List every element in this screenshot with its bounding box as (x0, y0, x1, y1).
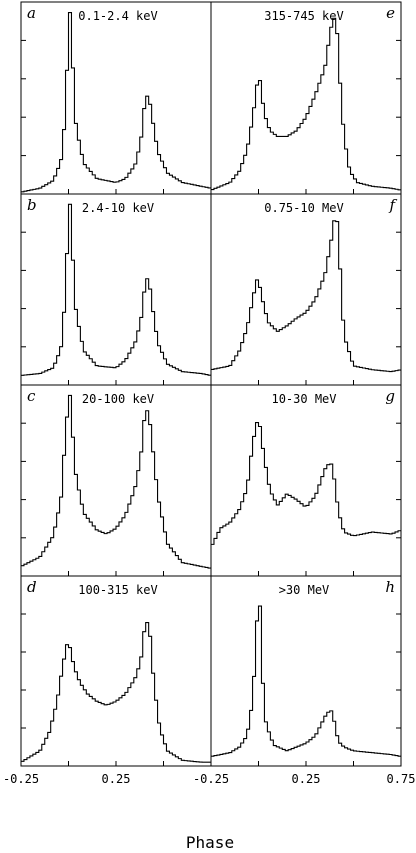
energy-range-label: 100-315 keV (78, 583, 157, 597)
panels-group: a 0.1-2.4 keV b 2.4-10 keV c 20-100 keV d 100-3… (20, 1, 402, 767)
light-curve-series-g (211, 421, 401, 545)
x-tick-label: 0.25 (292, 772, 321, 786)
light-curve-series-a (21, 12, 211, 193)
energy-range-label: 315-745 keV (264, 9, 343, 23)
x-axis-ticks: -0.25 0.25 -0.25 0.25 0.75 (3, 772, 416, 786)
panel-letter-label: e (386, 4, 395, 22)
panel-letter-label: c (27, 387, 36, 405)
panel-letter-label: f (388, 196, 397, 214)
panel-g: g 10-30 MeV (210, 384, 402, 577)
energy-range-label: 10-30 MeV (271, 392, 336, 406)
light-curve-series-f (211, 220, 401, 373)
panel-b: b 2.4-10 keV (20, 193, 212, 386)
x-tick-label: 0.25 (102, 772, 131, 786)
panel-frame (20, 575, 212, 767)
panel-letter-label: a (27, 4, 36, 22)
panel-frame (210, 1, 402, 195)
energy-range-label: 20-100 keV (82, 392, 154, 406)
panel-frame (20, 384, 212, 577)
x-tick-label: -0.25 (3, 772, 39, 786)
panel-f: f 0.75-10 MeV (210, 193, 402, 386)
light-curve-series-b (21, 203, 211, 376)
panel-d: d 100-315 keV (20, 575, 212, 767)
panel-letter-label: g (385, 387, 395, 405)
energy-range-label: 0.1-2.4 keV (78, 9, 157, 23)
energy-range-label: >30 MeV (279, 583, 330, 597)
x-axis-title: Phase (186, 833, 234, 849)
energy-range-label: 2.4-10 keV (82, 201, 154, 215)
panel-h: h >30 MeV (210, 575, 402, 767)
panel-frame (210, 193, 402, 386)
light-curve-series-d (21, 621, 211, 763)
panel-frame (20, 193, 212, 386)
panel-a: a 0.1-2.4 keV (20, 1, 212, 195)
panel-frame (210, 575, 402, 767)
x-tick-label: -0.25 (193, 772, 229, 786)
panel-letter-label: b (27, 196, 37, 214)
panel-frame (210, 384, 402, 577)
panel-letter-label: h (385, 578, 395, 596)
panel-letter-label: d (27, 578, 37, 596)
light-curve-series-h (211, 605, 401, 757)
light-curve-series-e (211, 17, 401, 191)
panel-e: e 315-745 keV (210, 1, 402, 195)
light-curve-series-c (21, 394, 211, 569)
x-tick-label: 0.75 (387, 772, 416, 786)
panel-frame (20, 1, 212, 195)
energy-range-label: 0.75-10 MeV (264, 201, 343, 215)
panel-c: c 20-100 keV (20, 384, 212, 577)
